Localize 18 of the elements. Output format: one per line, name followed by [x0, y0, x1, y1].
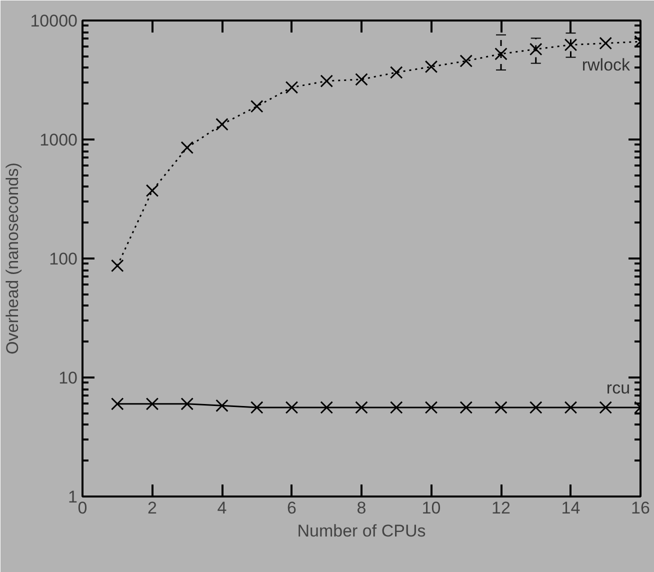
y-tick-label: 10	[58, 368, 78, 388]
x-tick-label: 2	[148, 498, 157, 518]
x-tick-label: 10	[422, 498, 441, 518]
x-axis-title: Number of CPUs	[297, 522, 426, 540]
legend-label: rcu	[606, 378, 630, 398]
y-tick-label: 1	[68, 488, 78, 506]
legend-label: rwlock	[582, 56, 631, 75]
x-tick-label: 14	[561, 498, 580, 518]
x-tick-label: 4	[217, 498, 227, 518]
y-axis-title: Overhead (nanoseconds)	[3, 162, 22, 354]
x-tick-label: 12	[492, 498, 510, 518]
x-tick-label: 0	[78, 498, 88, 518]
y-tick-label: 1000	[40, 130, 78, 150]
y-tick-label: 100	[49, 250, 78, 268]
y-tick-label: 10000	[30, 12, 78, 30]
x-tick-label: 16	[631, 498, 650, 518]
x-tick-label: 6	[287, 498, 296, 518]
x-tick-label: 8	[356, 498, 366, 518]
